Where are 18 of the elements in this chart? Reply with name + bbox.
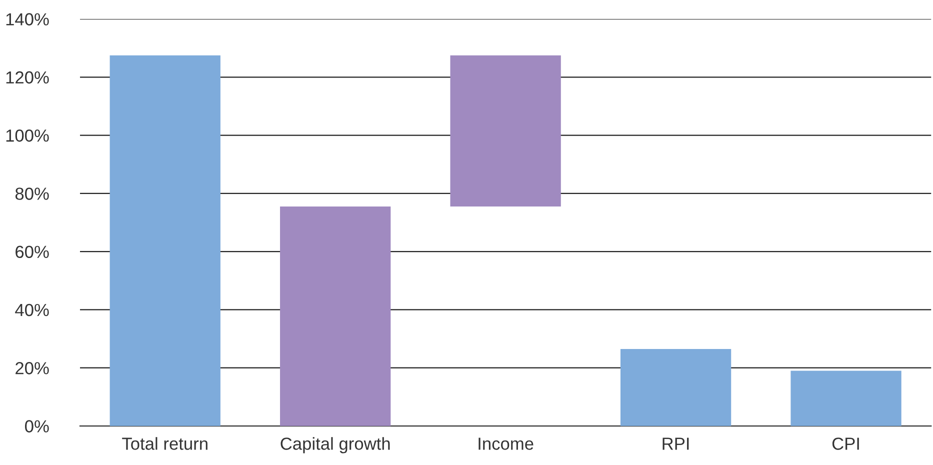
bar: [790, 370, 902, 426]
y-tick-label: 80%: [15, 188, 49, 200]
y-tick-label: 20%: [16, 362, 49, 374]
x-tick-label: Capital growth: [280, 437, 390, 454]
bar: [110, 55, 220, 426]
y-tick-label: 140%: [6, 13, 49, 26]
x-tick-label: Income: [478, 438, 534, 450]
bar: [620, 348, 732, 426]
y-tick-label: 120%: [6, 71, 49, 84]
y-tick-label: 60%: [16, 246, 49, 258]
y-tick-label: 40%: [15, 304, 49, 316]
x-tick-label: Total return: [122, 437, 208, 450]
bar: [450, 55, 561, 207]
y-tick-label: 0%: [25, 420, 49, 432]
y-tick-label: 100%: [6, 129, 49, 142]
x-tick-label: RPI: [662, 438, 689, 450]
bar: [280, 206, 391, 426]
x-tick-label: CPI: [832, 438, 859, 450]
